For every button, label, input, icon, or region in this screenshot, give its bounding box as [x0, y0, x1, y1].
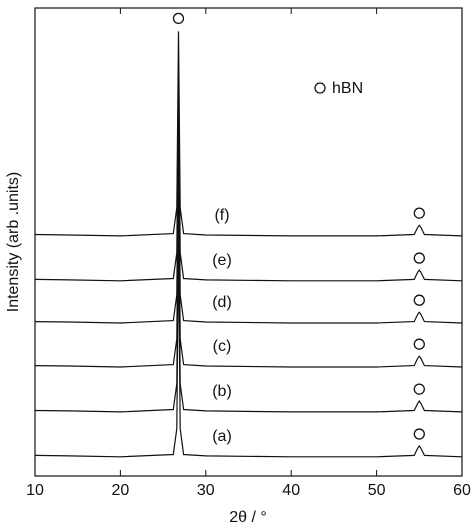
series-label: (a): [212, 428, 232, 445]
hbn-marker: [172, 12, 185, 25]
hbn-marker: [413, 428, 425, 440]
series-line: [34, 241, 463, 458]
hbn-marker: [413, 207, 425, 219]
series-line: [34, 31, 463, 237]
x-tick-label: 20: [112, 482, 130, 499]
series-line: [34, 101, 463, 324]
series-label: (d): [212, 294, 232, 311]
legend-marker: [314, 82, 326, 94]
series-line: [34, 195, 463, 413]
x-tick-label: 30: [197, 482, 215, 499]
hbn-marker: [413, 252, 425, 264]
series-line: [34, 64, 463, 282]
x-tick-label: 40: [282, 482, 300, 499]
x-tick-label: 60: [453, 482, 471, 499]
series-label: (f): [214, 207, 229, 224]
x-tick-label: 50: [368, 482, 386, 499]
x-tick-label: 10: [26, 482, 44, 499]
y-axis-label: Intensity (arb .units): [5, 172, 22, 313]
legend-label: hBN: [332, 80, 363, 97]
hbn-marker: [413, 383, 425, 395]
series-line: [34, 148, 463, 368]
plot-frame: [34, 7, 463, 477]
series-label: (b): [212, 383, 232, 400]
hbn-marker: [413, 338, 425, 350]
series-label: (c): [213, 338, 232, 355]
x-axis-label: 2θ / °: [229, 509, 267, 526]
hbn-marker: [413, 294, 425, 306]
series-label: (e): [212, 252, 232, 269]
